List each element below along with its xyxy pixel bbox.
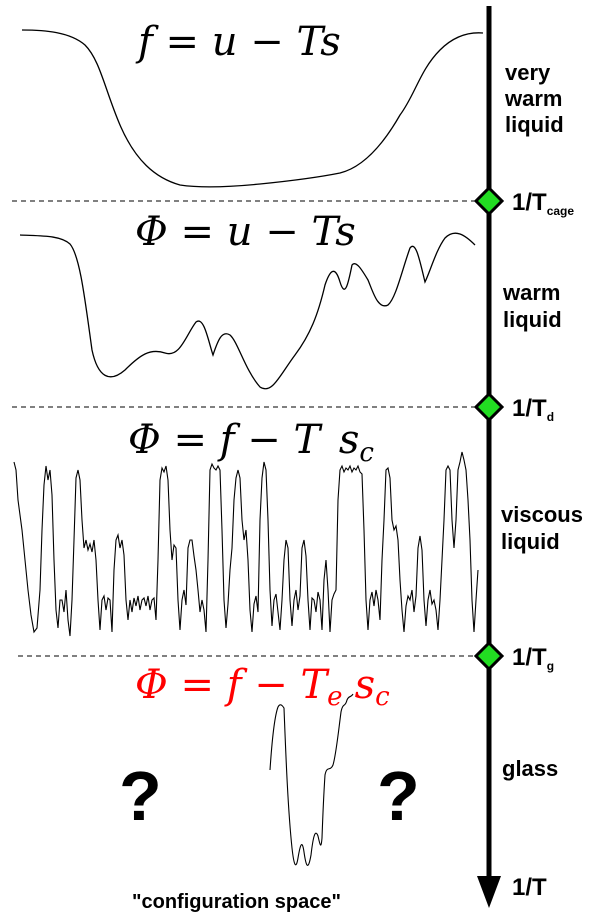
phase-label-warm-line1: warm xyxy=(502,280,560,305)
phase-label-very-warm-line2: warm xyxy=(504,86,562,111)
equation-viscous: Φ = f − T sc xyxy=(128,417,374,468)
equation-very-warm: f = u − Ts xyxy=(135,19,341,65)
temp-label-cage-main: 1/T xyxy=(512,189,547,216)
question-mark-right: ? xyxy=(377,757,420,835)
viscous-landscape-curve xyxy=(13,451,479,637)
phase-label-warm: warm liquid xyxy=(502,280,567,332)
temp-label-g-main: 1/T xyxy=(512,644,547,671)
temp-label-d-sub: d xyxy=(547,410,554,424)
equation-glass-sc-sub: c xyxy=(375,682,390,712)
warm-landscape-curve xyxy=(19,232,476,390)
phase-label-very-warm: very warm liquid xyxy=(504,60,569,137)
phase-label-viscous-line1: viscous xyxy=(501,502,583,527)
configuration-space-caption: "configuration space" xyxy=(132,891,341,913)
temp-label-cage-sub: cage xyxy=(547,204,575,218)
temp-label-g-sub: g xyxy=(547,659,554,673)
question-mark-left: ? xyxy=(119,757,162,835)
equation-glass-s: s xyxy=(355,662,376,708)
temp-label-g: 1/Tg xyxy=(512,644,554,673)
very-warm-landscape-curve xyxy=(21,29,484,188)
temp-label-d: 1/Td xyxy=(512,395,554,424)
equation-viscous-sub: c xyxy=(359,438,374,468)
phase-label-very-warm-line1: very xyxy=(505,60,551,85)
phase-label-viscous-line2: liquid xyxy=(501,529,560,554)
phase-label-very-warm-line3: liquid xyxy=(505,112,564,137)
equation-glass: Φ = f − Te sc xyxy=(135,662,390,712)
marker-d-diamond xyxy=(473,391,505,423)
phase-label-glass: glass xyxy=(502,756,558,781)
temp-label-d-main: 1/T xyxy=(512,395,547,422)
equation-warm: Φ = u − Ts xyxy=(135,209,356,255)
glass-landscape-curve xyxy=(269,693,354,866)
marker-cage-diamond xyxy=(473,185,505,217)
phase-label-viscous: viscous liquid xyxy=(501,502,589,554)
equation-glass-main: Φ = f − T xyxy=(135,662,330,708)
temp-label-axis: 1/T xyxy=(512,874,547,901)
marker-g-diamond xyxy=(473,640,505,672)
equation-viscous-main: Φ = f − T xyxy=(128,417,333,463)
axis-arrowhead xyxy=(477,876,501,908)
phase-label-warm-line2: liquid xyxy=(503,307,562,332)
equation-viscous-s: s xyxy=(339,417,360,463)
temp-label-cage: 1/Tcage xyxy=(512,189,574,218)
equation-glass-te-sub: e xyxy=(327,682,342,712)
